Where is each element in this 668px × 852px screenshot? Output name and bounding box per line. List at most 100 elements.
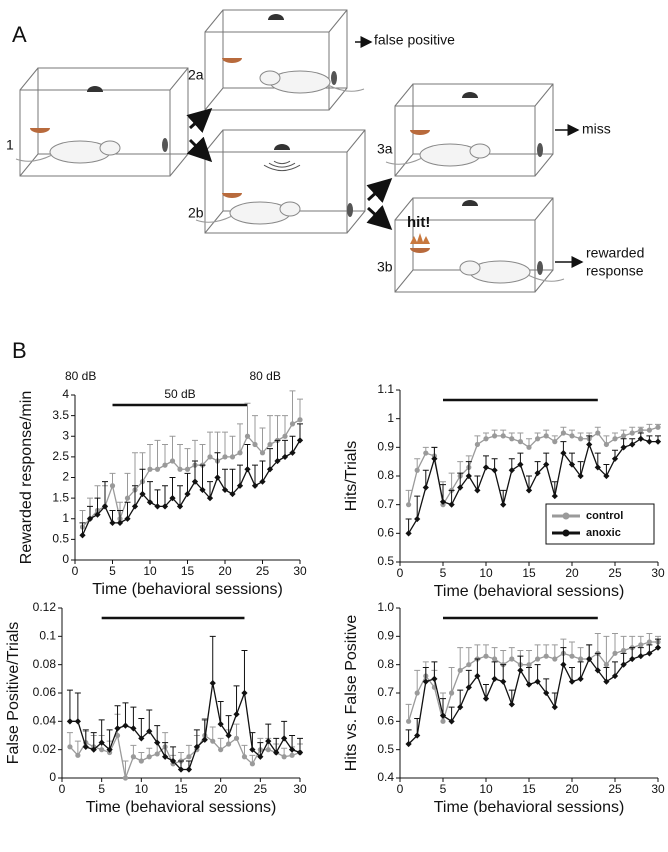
error-bar xyxy=(244,402,251,437)
lever xyxy=(537,143,543,157)
x-tick-label: 5 xyxy=(109,564,116,578)
point xyxy=(209,679,216,687)
lamp xyxy=(268,14,284,20)
point xyxy=(440,718,446,724)
y-axis-label: Hits/Trials xyxy=(343,441,360,512)
lamp xyxy=(274,144,290,150)
error-bar xyxy=(147,481,153,503)
lever xyxy=(331,71,337,85)
x-tick-label: 20 xyxy=(218,564,232,578)
x-tick-label: 15 xyxy=(174,782,188,796)
point xyxy=(612,436,618,442)
y-tick-label: 0.4 xyxy=(377,770,394,784)
hit-label: hit! xyxy=(407,214,430,231)
point xyxy=(500,501,507,508)
point xyxy=(543,653,549,659)
point xyxy=(448,501,455,508)
box-edge xyxy=(346,129,366,153)
point xyxy=(654,438,662,445)
error-bar xyxy=(138,718,145,739)
point xyxy=(154,739,161,746)
point xyxy=(586,441,593,448)
box-edge xyxy=(204,9,224,33)
point xyxy=(138,758,144,764)
rat-head xyxy=(469,143,491,159)
point xyxy=(535,656,541,662)
x-tick-label: 15 xyxy=(522,566,536,580)
error-bar xyxy=(244,444,251,470)
rat-tail xyxy=(15,154,53,162)
point xyxy=(266,466,274,473)
outcome-label: miss xyxy=(582,121,611,137)
point xyxy=(229,454,236,460)
point xyxy=(595,430,601,436)
point xyxy=(500,678,507,685)
point xyxy=(560,430,567,436)
error-bar xyxy=(222,468,228,490)
box-edge xyxy=(534,83,554,107)
box-edge xyxy=(169,153,189,177)
point xyxy=(482,464,490,471)
y-tick-label: 1 xyxy=(387,411,394,425)
point xyxy=(629,430,635,436)
point xyxy=(414,467,420,473)
point xyxy=(483,653,489,659)
point xyxy=(257,753,264,760)
y-tick-label: 1.0 xyxy=(377,600,394,614)
point xyxy=(492,656,498,662)
x-tick-label: 20 xyxy=(565,782,579,796)
x-tick-label: 25 xyxy=(608,782,622,796)
point xyxy=(297,417,303,423)
x-axis-label: Time (behavioral sessions) xyxy=(434,799,625,816)
point xyxy=(483,436,489,442)
error-bar xyxy=(74,692,81,722)
point xyxy=(543,433,549,439)
point xyxy=(138,735,145,742)
point xyxy=(79,532,86,539)
y-tick-label: 3 xyxy=(62,428,69,442)
x-tick-label: 30 xyxy=(651,566,665,580)
y-tick-label: 0 xyxy=(49,770,56,784)
point xyxy=(586,655,593,663)
box-edge xyxy=(394,153,414,177)
point xyxy=(289,449,296,456)
point xyxy=(75,752,81,758)
error-bar xyxy=(222,431,228,457)
y-tick-label: 0 xyxy=(62,552,69,566)
rat-tail xyxy=(527,274,565,282)
point xyxy=(422,484,429,491)
box-edge xyxy=(19,153,39,177)
point xyxy=(66,718,74,725)
point xyxy=(611,672,619,680)
y-tick-label: 2.5 xyxy=(52,449,69,463)
lever xyxy=(162,138,168,152)
box-front xyxy=(19,89,171,177)
y-tick-label: 2 xyxy=(62,470,69,484)
lever xyxy=(537,261,543,275)
error-bar xyxy=(132,452,138,490)
rat-head xyxy=(279,201,301,217)
error-bar xyxy=(237,464,243,486)
food-tray xyxy=(222,58,242,63)
point xyxy=(569,653,575,659)
point xyxy=(217,721,224,728)
error-bar xyxy=(209,635,216,684)
legend-marker xyxy=(562,529,570,537)
x-tick-label: 15 xyxy=(522,782,536,796)
point xyxy=(288,746,296,753)
x-tick-label: 10 xyxy=(143,564,157,578)
point xyxy=(122,722,129,729)
error-bar xyxy=(259,460,266,482)
error-bar xyxy=(162,485,168,507)
point xyxy=(244,466,251,473)
series-line xyxy=(407,426,659,507)
panel-label: A xyxy=(12,22,27,47)
point xyxy=(414,732,421,739)
x-tick-label: 30 xyxy=(651,782,665,796)
x-tick-label: 25 xyxy=(608,566,622,580)
arrow xyxy=(186,136,213,163)
point xyxy=(67,744,73,750)
legend-box xyxy=(545,503,655,545)
point xyxy=(629,655,636,663)
